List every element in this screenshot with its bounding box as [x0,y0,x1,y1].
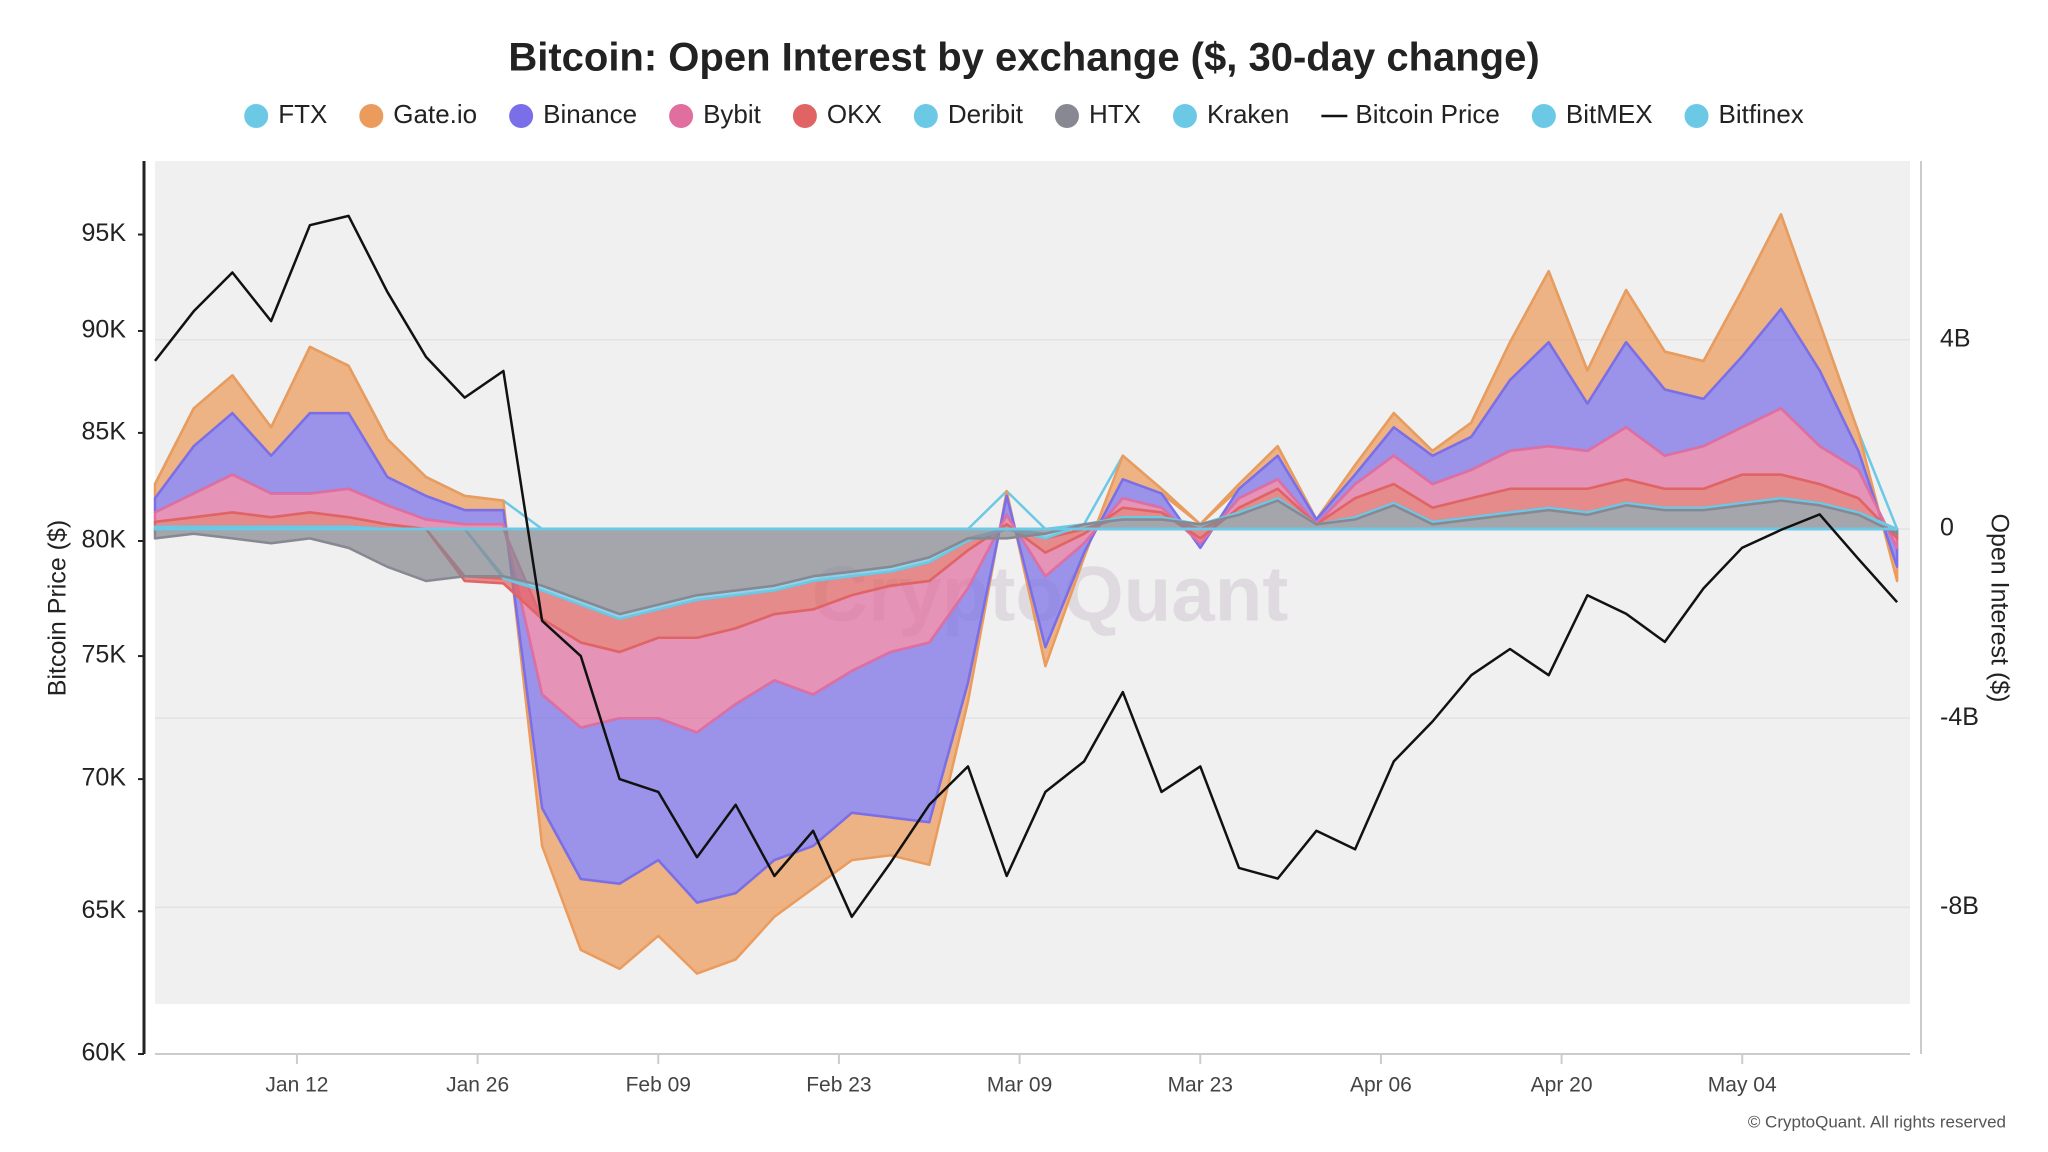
legend-marker [244,104,269,128]
chart-title: Bitcoin: Open Interest by exchange ($, 3… [508,36,1539,80]
y-tick-label: 80K [82,526,127,554]
legend-marker [792,104,817,128]
x-tick-label: Feb 23 [806,1074,871,1097]
legend-marker [669,104,694,128]
legend-item: FTX [244,99,327,129]
legend-item: Bybit [669,99,762,129]
y-tick-label: 85K [82,417,127,445]
y2-tick-label: 0 [1940,514,1954,542]
legend-item: OKX [792,99,882,129]
legend-marker [913,104,938,128]
y-axis-title: Bitcoin Price ($) [44,520,72,696]
legend-label: Bitfinex [1719,99,1804,129]
y2-tick-label: 4B [1940,324,1971,352]
legend-label: Deribit [948,99,1024,129]
y-tick-label: 90K [82,316,127,344]
legend: FTX Gate.io Binance Bybit OKX Deribit HTX Krake… [244,99,1804,129]
y2-axis-title: Open Interest ($) [1985,514,2013,703]
legend-label: Binance [543,99,637,129]
legend-marker [1531,104,1556,128]
legend-label: OKX [827,99,882,129]
legend-item: Gate.io [359,99,477,129]
legend-label: Gate.io [393,99,477,129]
areas [153,213,1899,975]
x-tick-label: May 04 [1708,1074,1777,1097]
y-tick-label: 60K [82,1039,127,1067]
legend-label: HTX [1089,99,1141,129]
legend-label: BitMEX [1566,99,1653,129]
lines [154,214,1899,919]
legend-item: BitMEX [1531,99,1653,129]
legend-item: Bitfinex [1684,99,1804,129]
y2-tick-label: -4B [1940,703,1979,731]
x-tick-label: Jan 12 [265,1074,328,1097]
legend-item: Bitcoin Price [1321,99,1500,129]
legend-marker [509,104,534,128]
legend-item: Binance [509,99,637,129]
x-tick-label: Apr 06 [1350,1074,1412,1097]
credit: © CryptoQuant. All rights reserved [1748,1112,2006,1131]
x-tick-label: Apr 20 [1531,1074,1593,1097]
y-tick-label: 95K [82,219,127,247]
y-tick-label: 65K [82,896,127,924]
x-tick-label: Mar 23 [1168,1074,1233,1097]
legend-marker [1684,104,1709,128]
legend-marker [1054,104,1079,128]
x-tick-label: Feb 09 [626,1074,691,1097]
legend-marker [1172,104,1197,128]
y-tick-label: 75K [82,641,127,669]
legend-label: Bybit [703,99,762,129]
legend-marker [359,104,384,128]
y-tick-label: 70K [82,764,127,792]
legend-item: HTX [1054,99,1141,129]
y2-tick-label: -8B [1940,892,1979,920]
legend-item: Kraken [1172,99,1289,129]
legend-label: Bitcoin Price [1355,99,1500,129]
x-tick-label: Jan 26 [446,1074,509,1097]
legend-item: Deribit [913,99,1024,129]
price-line [154,214,1899,919]
legend-label: FTX [278,99,327,129]
x-tick-label: Mar 09 [987,1074,1052,1097]
legend-label: Kraken [1207,99,1289,129]
